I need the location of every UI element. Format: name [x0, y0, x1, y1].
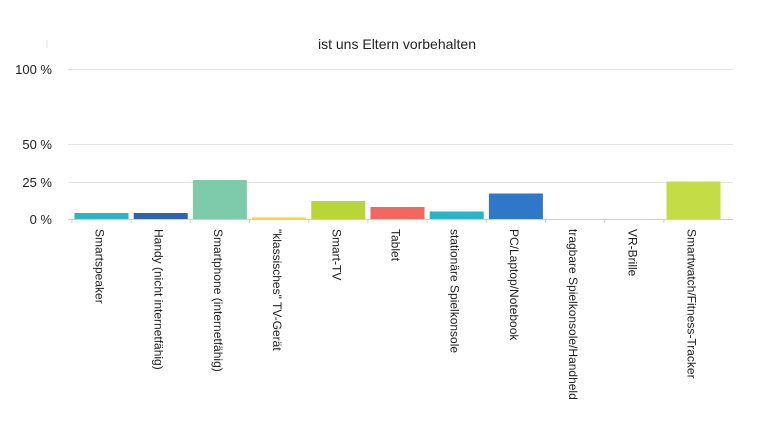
x-tick-label: PC/Laptop/Notebook	[507, 229, 521, 341]
bar	[488, 193, 543, 219]
x-tick-label: tragbare Spielkonsole/Handheld	[566, 229, 580, 400]
category-labels: Smartspeaker Handy (nicht internetfähig) S…	[93, 229, 699, 400]
x-tick-label: Smartwatch/Fitness-Tracker	[685, 229, 699, 379]
bar	[370, 207, 425, 219]
bars	[71, 180, 721, 223]
y-tick-label: 100 %	[15, 62, 52, 77]
y-tick-label: 0 %	[30, 212, 53, 227]
chart-title: ist uns Eltern vorbehalten	[318, 36, 476, 52]
bar	[666, 181, 721, 219]
x-tick-label: VR-Brille	[625, 229, 639, 277]
x-tick-label: "klassisches" TV-Gerät	[270, 229, 284, 351]
x-tick-label: Smartspeaker	[93, 229, 107, 304]
grid-layer	[46, 40, 733, 183]
x-tick-label: stationäre Spielkonsole	[448, 229, 462, 353]
x-tick-label: Tablet	[389, 229, 403, 262]
bar	[252, 217, 307, 219]
x-tick-label: Handy (nicht internetfähig)	[152, 229, 166, 370]
bar	[429, 211, 484, 219]
x-tick-label: Smartphone (internetfähig)	[211, 229, 225, 372]
bar	[74, 213, 129, 219]
x-tick-label: Smart-TV	[329, 229, 343, 280]
y-tick-label: 50 %	[22, 137, 52, 152]
bar	[192, 180, 247, 219]
y-tick-labels: 0 % 25 % 50 % 100 %	[15, 62, 52, 227]
bar	[311, 201, 366, 219]
y-tick-label: 25 %	[22, 175, 52, 190]
bar	[133, 213, 188, 219]
